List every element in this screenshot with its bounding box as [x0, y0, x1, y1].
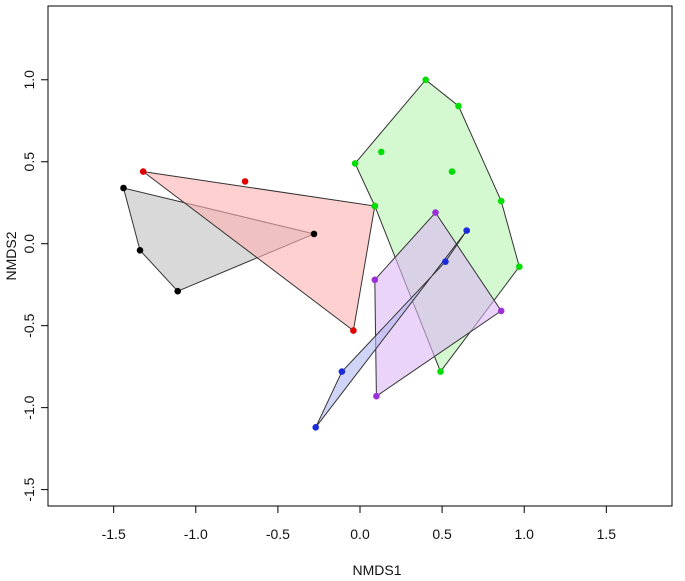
x-tick-label: 1.0 — [514, 526, 534, 542]
point-black-0 — [120, 184, 127, 192]
point-blue-3 — [312, 424, 320, 431]
point-black-1 — [136, 247, 144, 254]
point-blue-1 — [442, 258, 449, 266]
x-tick-label: 0.5 — [432, 526, 452, 542]
x-tick-label: -1.0 — [184, 526, 208, 542]
point-green-0 — [351, 160, 359, 167]
point-red-0 — [139, 168, 147, 175]
point-green-5 — [497, 197, 505, 205]
y-tick-label: -1.5 — [21, 477, 37, 501]
y-tick-label: 1.0 — [21, 70, 37, 90]
point-green-3 — [455, 102, 462, 110]
hull-layer — [122, 79, 520, 428]
point-green-4 — [448, 168, 456, 175]
hull-red — [142, 171, 376, 332]
x-tick-label: -0.5 — [266, 526, 290, 542]
y-tick-label: -0.5 — [21, 313, 37, 337]
y-tick-label: -1.0 — [21, 395, 37, 419]
y-axis-title: NMDS2 — [3, 231, 19, 280]
point-green-2 — [422, 76, 430, 84]
point-green-6 — [516, 263, 523, 271]
point-blue-2 — [338, 368, 346, 375]
y-axis: -1.5 -1.0 -0.5 0.0 0.5 1.0 — [21, 70, 48, 502]
point-green-1 — [378, 148, 385, 156]
point-black-2 — [174, 287, 181, 295]
point-purple-2 — [497, 307, 505, 315]
point-black-3 — [310, 230, 318, 238]
point-purple-0 — [432, 209, 439, 216]
y-tick-label: 0.0 — [21, 234, 37, 254]
x-axis-title: NMDS1 — [352, 562, 401, 578]
point-purple-3 — [373, 392, 380, 400]
point-red-3 — [350, 327, 357, 334]
point-red-1 — [241, 178, 249, 185]
point-green-7 — [437, 368, 444, 375]
point-purple-1 — [371, 276, 379, 284]
x-tick-label: 0.0 — [350, 526, 370, 542]
x-tick-label: -1.5 — [102, 526, 126, 542]
point-layer — [120, 76, 523, 431]
x-axis: -1.5 -1.0 -0.5 0.0 0.5 1.0 1.5 — [102, 506, 617, 542]
point-green-8 — [371, 202, 379, 210]
x-tick-label: 1.5 — [597, 526, 617, 542]
point-blue-0 — [463, 227, 471, 234]
y-tick-label: 0.5 — [21, 152, 37, 172]
